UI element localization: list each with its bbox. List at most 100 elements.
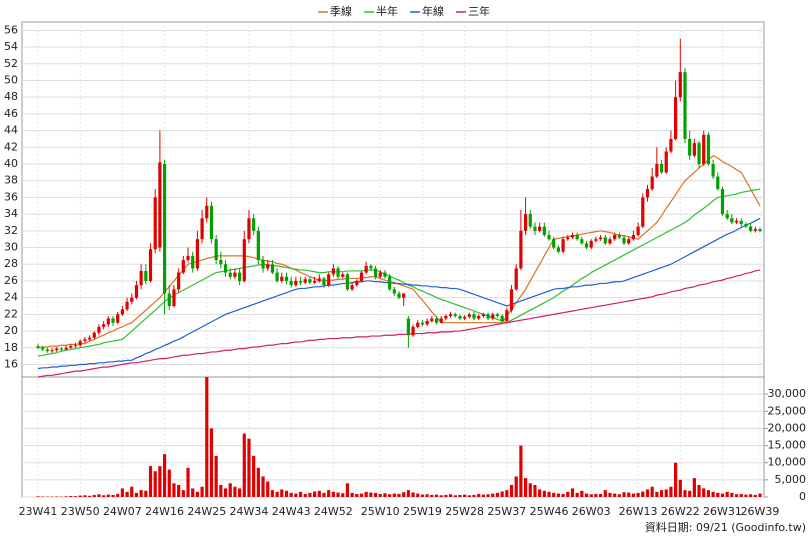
volume-bar: [148, 466, 153, 497]
legend-label: 年線: [422, 4, 444, 18]
candle-body: [106, 318, 110, 325]
volume-bar: [664, 489, 668, 497]
volume-bar: [294, 493, 298, 497]
volume-bar: [617, 494, 621, 497]
y-tick-label: 16: [4, 357, 18, 370]
volume-bar: [313, 491, 317, 497]
y-tick-label: 20: [4, 324, 18, 337]
y-tick-label: 30: [4, 241, 18, 254]
candle-body: [289, 280, 293, 286]
candle-body: [448, 314, 453, 317]
volume-bar: [130, 486, 134, 497]
volume-bar: [92, 494, 96, 497]
volume-bar: [580, 490, 584, 497]
volume-bar: [505, 490, 509, 497]
candle-body: [528, 214, 532, 227]
volume-bar: [589, 494, 593, 497]
candle-body: [500, 316, 504, 322]
candle-body: [388, 276, 392, 290]
candle-body: [242, 239, 246, 281]
source-note: 資料日期: 09/21 (Goodinfo.tw): [645, 520, 806, 534]
x-tick-label: 25W10: [361, 505, 400, 518]
candle-body: [641, 197, 645, 227]
candle-body: [481, 314, 485, 317]
volume-bar: [331, 491, 335, 497]
volume-bar: [317, 490, 321, 497]
y-tick-label: 24: [4, 291, 18, 304]
volume-bar: [364, 491, 368, 497]
volume-bar: [739, 493, 743, 497]
volume-bar: [341, 493, 345, 497]
candle-body: [486, 314, 490, 319]
y-tick-label: 42: [4, 140, 18, 153]
candle-body: [252, 218, 256, 231]
candle-body: [69, 346, 73, 348]
volume-bar: [97, 494, 101, 497]
volume-bar: [659, 490, 664, 497]
candle-body: [416, 322, 420, 327]
candle-body: [111, 318, 115, 323]
candle-body: [477, 316, 481, 319]
candle-body: [266, 264, 270, 269]
candle-body: [688, 138, 692, 156]
volume-bar: [280, 489, 284, 497]
volume-bar: [69, 495, 73, 497]
x-tick-label: 24W43: [272, 505, 311, 518]
ma-line: [37, 269, 761, 378]
candle-body: [627, 239, 631, 244]
candle-body: [195, 239, 200, 269]
candle-body: [327, 274, 331, 286]
volume-tick-label: 15,000: [768, 439, 807, 452]
volume-bar: [125, 491, 129, 497]
candle-body: [355, 280, 359, 286]
volume-bar: [289, 492, 293, 497]
candle-body: [120, 309, 124, 315]
volume-bar: [434, 494, 439, 497]
volume-bar: [402, 492, 406, 497]
candle-body: [73, 345, 78, 347]
volume-bar: [242, 433, 246, 497]
candle-body: [702, 134, 706, 164]
candle-body: [214, 239, 218, 261]
candle-body: [41, 347, 45, 350]
y-tick-label: 18: [4, 341, 18, 354]
candle-body: [378, 272, 382, 277]
candle-body: [336, 268, 340, 277]
volume-tick-label: 20,000: [768, 421, 807, 434]
volume-bar: [486, 494, 490, 497]
volume-bar: [749, 494, 753, 497]
y-tick-label: 44: [4, 124, 18, 137]
volume-bar: [674, 462, 678, 497]
x-tick-label: 24W52: [314, 505, 353, 518]
candle-body: [373, 268, 378, 277]
volume-bar: [669, 486, 673, 497]
volume-bar: [688, 490, 692, 497]
candle-body: [64, 347, 68, 350]
volume-bar: [106, 494, 110, 497]
candle-body: [749, 226, 753, 231]
volume-bar: [359, 493, 364, 497]
volume-bar: [706, 490, 711, 497]
volume-bar: [523, 478, 528, 497]
candle-body: [725, 214, 729, 219]
candle-body: [491, 314, 495, 319]
x-tick-label: 24W16: [145, 505, 184, 518]
candle-body: [177, 272, 181, 290]
x-tick-label: 26W03: [572, 505, 611, 518]
x-tick-label: 26W22: [661, 505, 700, 518]
ma-line: [37, 217, 761, 370]
volume-bar: [369, 492, 373, 497]
y-tick-label: 28: [4, 257, 18, 270]
volume-bar: [191, 488, 195, 497]
volume-bar: [734, 494, 739, 497]
volume-bar: [223, 488, 228, 497]
volume-bar: [491, 493, 495, 497]
volume-bar: [64, 496, 68, 497]
volume-bar: [744, 494, 748, 497]
y-tick-label: 22: [4, 307, 18, 320]
candle-body: [467, 314, 471, 317]
volume-tick-label: 30,000: [768, 387, 807, 400]
volume-bar: [477, 493, 481, 497]
volume-bar: [345, 483, 350, 497]
candle-body: [209, 205, 214, 240]
